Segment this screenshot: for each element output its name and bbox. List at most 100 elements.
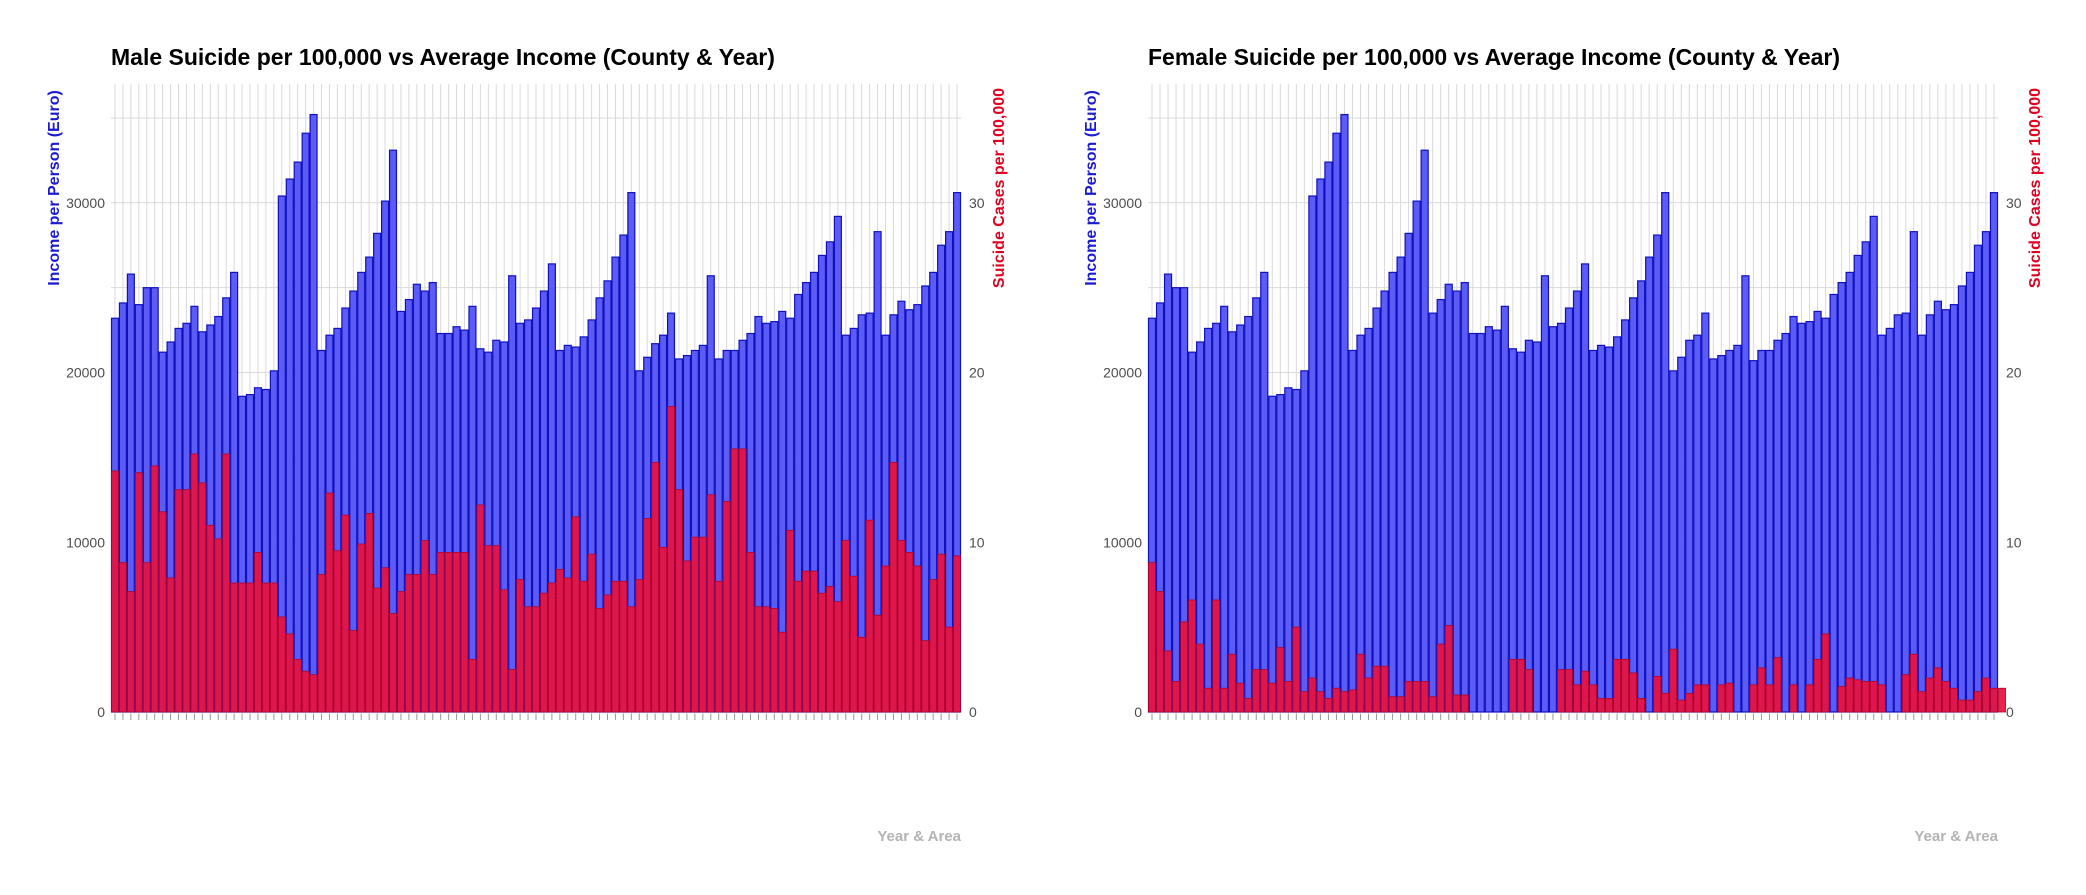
suicide-bar	[643, 518, 652, 713]
income-bar	[1661, 192, 1670, 713]
suicide-bar	[357, 543, 366, 713]
suicide-bar	[150, 465, 159, 713]
income-bar	[1757, 349, 1766, 713]
female-income-bars	[1147, 113, 1999, 713]
y-tick-label-right: 0	[2006, 704, 2014, 720]
suicide-bar	[706, 494, 715, 713]
suicide-bar	[1316, 691, 1325, 713]
suicide-bar	[1693, 684, 1702, 713]
female-chart-title: Female Suicide per 100,000 vs Average In…	[1148, 44, 1840, 70]
suicide-bar	[818, 592, 826, 713]
suicide-bar	[722, 501, 731, 713]
female-left-y-ticks: 0 10000 20000 30000	[1103, 195, 1142, 720]
suicide-bar	[269, 582, 278, 713]
income-bar	[1845, 271, 1854, 713]
income-bar	[1340, 113, 1349, 713]
y-tick-label-left: 30000	[1103, 195, 1142, 211]
suicide-bar	[1949, 687, 1958, 713]
suicide-bar	[802, 570, 810, 713]
income-bar	[1925, 314, 1934, 713]
male-left-y-ticks: 0 10000 20000 30000	[66, 195, 105, 720]
suicide-bar	[1148, 562, 1156, 713]
income-bar	[1805, 321, 1814, 713]
income-bar	[1677, 356, 1686, 713]
income-bar	[1612, 336, 1622, 713]
suicide-bar	[1933, 667, 1942, 713]
y-tick-label-right: 10	[2006, 534, 2022, 550]
suicide-bar	[555, 569, 564, 713]
suicide-bar	[182, 489, 191, 713]
suicide-bar	[1717, 684, 1726, 713]
income-bar	[1765, 349, 1774, 713]
suicide-bar	[285, 633, 294, 713]
suicide-bar	[126, 591, 135, 713]
suicide-bar	[929, 579, 938, 713]
female-x-axis-title: Year & Area	[1914, 828, 1998, 845]
y-tick-label-left: 0	[1134, 704, 1142, 720]
suicide-bar	[397, 591, 405, 713]
suicide-bar	[134, 472, 143, 713]
suicide-bar	[1308, 677, 1317, 713]
suicide-bar	[889, 462, 898, 713]
suicide-bar	[214, 538, 223, 713]
suicide-bar	[460, 552, 469, 713]
income-bar	[1500, 305, 1509, 713]
suicide-bar	[540, 592, 548, 713]
suicide-bar	[1452, 694, 1461, 713]
suicide-bar	[1677, 699, 1686, 713]
income-bar	[285, 178, 294, 713]
male-right-y-ticks: 0 10 20 30	[969, 195, 985, 720]
income-bar	[1973, 244, 1983, 713]
female-chart-panel: Female Suicide per 100,000 vs Average In…	[1083, 44, 2044, 845]
suicide-bar	[762, 606, 771, 713]
income-bar	[1220, 305, 1229, 713]
suicide-bar	[1356, 653, 1365, 713]
income-bar	[1564, 307, 1574, 713]
suicide-bar	[1974, 691, 1982, 713]
income-bar	[1332, 132, 1341, 713]
income-bar	[1701, 312, 1710, 713]
suicide-bar	[945, 626, 953, 713]
suicide-bar	[293, 658, 302, 713]
income-bar	[1556, 322, 1566, 713]
income-bar	[1853, 254, 1862, 713]
suicide-bar	[254, 552, 262, 713]
income-bar	[1989, 192, 1999, 713]
suicide-bar	[619, 580, 628, 713]
suicide-bar	[1813, 658, 1822, 713]
income-bar	[1284, 387, 1293, 713]
suicide-bar	[1685, 692, 1694, 713]
suicide-bar	[1204, 687, 1213, 713]
income-bar	[1941, 309, 1950, 713]
y-tick-label-left: 20000	[1103, 365, 1142, 381]
income-bar	[1621, 319, 1630, 713]
suicide-bar	[905, 552, 914, 713]
suicide-bar	[953, 555, 961, 713]
suicide-bar	[412, 574, 421, 713]
suicide-bar	[1805, 684, 1814, 713]
income-bar	[1893, 314, 1902, 713]
suicide-bar	[174, 489, 183, 713]
income-bar	[1404, 232, 1413, 713]
income-bar	[1163, 273, 1173, 713]
income-bar	[1981, 231, 1991, 713]
suicide-bar	[937, 553, 946, 713]
suicide-bar	[1284, 681, 1293, 713]
income-bar	[1508, 348, 1517, 713]
income-bar	[1364, 327, 1373, 713]
suicide-bar	[1982, 677, 1990, 713]
suicide-bar	[1837, 686, 1846, 713]
suicide-bar	[921, 640, 930, 713]
suicide-bar	[1300, 691, 1309, 713]
suicide-bar	[651, 462, 660, 713]
suicide-bar	[1220, 687, 1229, 713]
y-tick-label-right: 10	[969, 534, 985, 550]
suicide-bar	[1573, 684, 1581, 713]
suicide-bar	[1941, 681, 1950, 713]
income-bar	[1781, 332, 1790, 713]
income-bar	[468, 305, 477, 713]
suicide-bar	[1901, 674, 1910, 713]
male-x-axis-title: Year & Area	[877, 828, 961, 845]
suicide-bar	[1444, 625, 1453, 713]
